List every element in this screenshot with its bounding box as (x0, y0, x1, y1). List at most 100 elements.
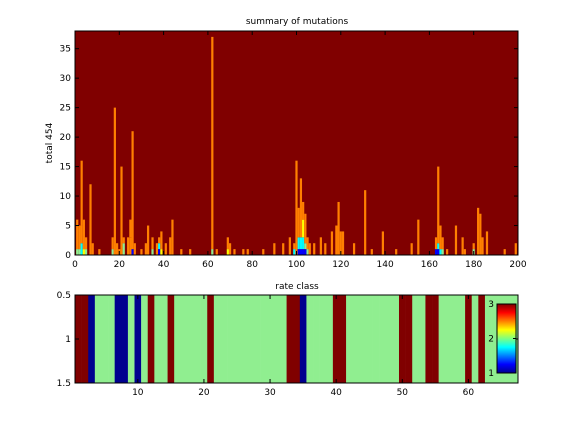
rate-class-cell (154, 295, 162, 383)
x-tick-label: 60 (202, 260, 214, 270)
colorbar-tick-label: 1 (488, 369, 494, 379)
y-tick-label: 20 (60, 133, 72, 143)
mutation-bar-segment (437, 166, 440, 244)
mutation-bar-segment (304, 249, 307, 255)
rate-class-cell (114, 295, 122, 383)
mutation-bar-segment (313, 243, 316, 255)
rate-class-cell (134, 295, 142, 383)
mutation-bar-segment (211, 36, 214, 250)
mutation-bar-segment (437, 249, 440, 255)
mutation-bar-segment (304, 213, 307, 244)
mutation-bar-segment (306, 237, 309, 250)
rate-class-cell (213, 295, 221, 383)
mutation-bar-segment (308, 243, 311, 255)
x-tick-label: 40 (158, 260, 170, 270)
mutation-bar-segment (151, 249, 154, 255)
y-tick-label: 0 (65, 251, 71, 261)
mutation-bar-segment (293, 243, 296, 250)
rate-class-cell (319, 295, 327, 383)
rate-class-cell (352, 295, 360, 383)
rate-class-cell (491, 295, 499, 383)
mutation-bar-segment (434, 249, 438, 255)
mutation-bar-segment (352, 243, 356, 255)
rate-class-cell (246, 295, 254, 383)
mutation-bar-segment (80, 160, 83, 226)
mutation-bar-segment (479, 213, 482, 255)
x-tick-label: 50 (397, 388, 409, 398)
rate-class-cell (260, 295, 268, 383)
x-tick-label: 80 (246, 260, 258, 270)
mutation-bar-segment (211, 249, 214, 255)
mutation-bar-segment (288, 237, 291, 255)
mutation-bar-segment (297, 237, 300, 250)
mutation-bar-segment (273, 243, 276, 255)
rate-class-chart: rate class 10 20 30 40 50 60 0.5 1 1.5 1 2 3 (57, 282, 519, 398)
rate-class-cell (346, 295, 353, 383)
mutation-bar-segment (381, 231, 384, 255)
mutation-summary-chart: summary of mutations 0 20 40 60 80 100 120 140 1… (45, 17, 527, 270)
mutation-bar-segment (233, 249, 236, 255)
x-tick-label: 0 (72, 260, 78, 270)
mutation-bar-segment (304, 243, 307, 250)
rate-class-cell (227, 295, 234, 383)
mutation-bar-segment (111, 237, 114, 250)
mutation-bar-segment (302, 219, 305, 238)
mutation-bar-segment (228, 243, 232, 255)
x-axis-ticks: 0 20 40 60 80 100 120 140 160 180 200 (72, 31, 527, 270)
x-tick-label: 20 (114, 260, 126, 270)
rate-class-cell (385, 295, 393, 383)
mutation-bar-segment (514, 243, 517, 255)
mutation-bar-segment (302, 237, 305, 250)
y-axis-label: total 454 (45, 122, 55, 163)
mutation-bar-segment (439, 249, 442, 255)
mutation-bar-segment (297, 249, 300, 255)
rate-class-cell (458, 295, 466, 383)
rate-class-cell (332, 295, 340, 383)
mutation-bar-segment (341, 231, 345, 255)
y-tick-label: 30 (60, 74, 72, 84)
rate-class-cell (398, 295, 406, 383)
x-tick-label: 30 (264, 388, 276, 398)
mutation-bar-segment (395, 249, 398, 255)
mutation-bar-segment (115, 243, 119, 255)
rate-class-cell (147, 295, 155, 383)
mutation-bar-segment (481, 237, 484, 255)
rate-class-cell (438, 295, 446, 383)
rate-class-cell (412, 295, 420, 383)
mutation-bar-segment (297, 207, 300, 238)
rate-class-cell (187, 295, 195, 383)
x-tick-label: 120 (332, 260, 349, 270)
mutation-bar-segment (302, 201, 305, 220)
mutation-bar-segment (337, 201, 340, 255)
rate-class-cell (200, 295, 208, 383)
rate-class-cell (299, 295, 307, 383)
mutation-bar-segment (160, 231, 163, 250)
rate-class-cell (81, 295, 89, 383)
mutation-bar-segment (302, 249, 305, 255)
rate-class-cell (293, 295, 301, 383)
x-tick-label: 180 (465, 260, 482, 270)
mutation-bar-segment (82, 249, 85, 255)
mutation-bar-segment (299, 237, 303, 250)
mutation-bar-segment (434, 237, 438, 250)
mutation-bar-segment (111, 249, 114, 255)
rate-class-cell (167, 295, 175, 383)
mutation-bar-segment (463, 249, 466, 255)
rate-class-cell (233, 295, 241, 383)
mutation-bar-segment (485, 231, 489, 255)
rate-class-cell (240, 295, 248, 383)
mutation-bar-segment (158, 243, 161, 250)
mutation-bar-segment (454, 225, 458, 255)
mutation-bar-segment (439, 225, 442, 250)
mutation-bar-segment (180, 249, 183, 255)
colorbar-tick-label: 3 (488, 300, 494, 310)
mutation-bar-segment (215, 249, 218, 255)
x-tick-label: 200 (509, 260, 526, 270)
mutation-bar-segment (410, 243, 413, 255)
chart-title: summary of mutations (246, 17, 349, 27)
rate-class-cell (220, 295, 228, 383)
rate-class-cell (425, 295, 433, 383)
rate-class-cell (141, 295, 149, 383)
mutation-bar-segment (472, 243, 475, 250)
rate-class-cell (432, 295, 439, 383)
